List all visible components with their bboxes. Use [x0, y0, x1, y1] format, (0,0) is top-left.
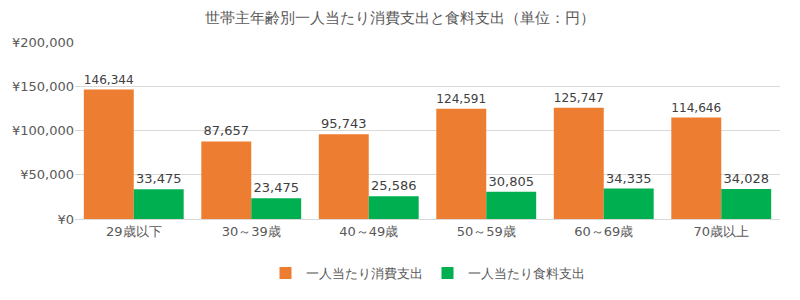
- svg-text:33,475: 33,475: [136, 171, 182, 186]
- svg-text:¥150,000: ¥150,000: [12, 79, 74, 94]
- svg-text:¥100,000: ¥100,000: [12, 123, 74, 138]
- svg-text:23,475: 23,475: [253, 180, 299, 195]
- svg-text:95,743: 95,743: [321, 116, 367, 131]
- svg-text:125,747: 125,747: [554, 91, 604, 105]
- svg-text:87,657: 87,657: [204, 123, 250, 138]
- svg-text:25,586: 25,586: [371, 178, 417, 193]
- svg-text:34,028: 34,028: [723, 171, 769, 186]
- svg-text:一人当たり消費支出: 一人当たり消費支出: [306, 266, 423, 281]
- svg-text:一人当たり食料支出: 一人当たり食料支出: [468, 266, 585, 281]
- svg-text:50～59歳: 50～59歳: [457, 224, 516, 239]
- svg-text:¥50,000: ¥50,000: [20, 167, 74, 182]
- svg-text:29歳以下: 29歳以下: [106, 224, 162, 239]
- svg-text:¥200,000: ¥200,000: [12, 35, 74, 50]
- svg-text:世帯主年齢別一人当たり消費支出と食料支出（単位：円）: 世帯主年齢別一人当たり消費支出と食料支出（単位：円）: [205, 9, 595, 27]
- svg-text:70歳以上: 70歳以上: [693, 224, 749, 239]
- svg-text:124,591: 124,591: [436, 92, 486, 106]
- svg-text:146,344: 146,344: [84, 73, 134, 87]
- svg-text:114,646: 114,646: [671, 101, 721, 115]
- svg-text:30,805: 30,805: [488, 174, 533, 189]
- svg-text:34,335: 34,335: [606, 171, 652, 186]
- svg-text:40～49歳: 40～49歳: [339, 224, 398, 239]
- svg-text:30～39歳: 30～39歳: [222, 224, 281, 239]
- svg-text:¥0: ¥0: [57, 212, 74, 227]
- svg-text:60～69歳: 60～69歳: [574, 224, 633, 239]
